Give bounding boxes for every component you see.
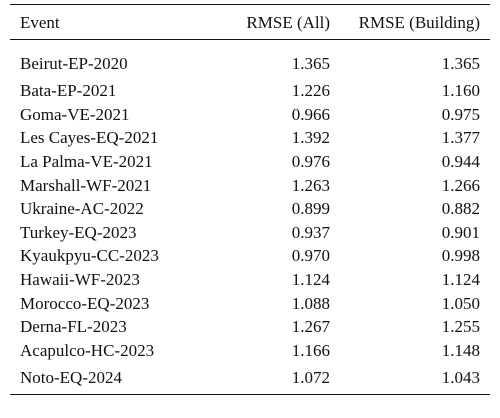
table-row: Bata-EP-2021 1.226 1.160	[10, 79, 490, 103]
rmse-all-cell: 1.072	[291, 367, 330, 387]
table-row: Kyaukpyu-CC-2023 0.970 0.998	[10, 244, 490, 268]
table-row: Les Cayes-EQ-2021 1.392 1.377	[10, 126, 490, 150]
rmse-all-cell: 1.392	[291, 128, 330, 148]
rmse-building-cell: 1.266	[441, 175, 480, 195]
rmse-all-cell: 1.365	[291, 54, 330, 73]
table-row: La Palma-VE-2021 0.976 0.944	[10, 150, 490, 174]
table-row: Hawaii-WF-2023 1.124 1.124	[10, 268, 490, 292]
rmse-all-cell: 1.088	[291, 293, 330, 313]
event-cell: La Palma-VE-2021	[20, 152, 153, 172]
rmse-all-cell: 1.124	[291, 270, 330, 290]
rmse-all-cell: 0.976	[291, 152, 330, 172]
rmse-building-cell: 1.255	[441, 317, 480, 337]
event-cell: Kyaukpyu-CC-2023	[20, 246, 159, 266]
event-cell: Beirut-EP-2020	[20, 54, 128, 73]
table-row: Marshall-WF-2021 1.263 1.266	[10, 173, 490, 197]
rmse-building-cell: 1.160	[441, 81, 480, 101]
rmse-all-cell: 0.937	[291, 222, 330, 242]
header-event: Event	[20, 12, 60, 32]
event-cell: Hawaii-WF-2023	[20, 270, 140, 290]
rmse-building-cell: 1.377	[441, 128, 480, 148]
event-cell: Ukraine-AC-2022	[20, 199, 144, 219]
table-header-row: Event RMSE (All) RMSE (Building)	[10, 4, 490, 40]
event-cell: Turkey-EQ-2023	[20, 222, 137, 242]
rmse-all-cell: 0.899	[291, 199, 330, 219]
table-row: Goma-VE-2021 0.966 0.975	[10, 103, 490, 127]
event-cell: Acapulco-HC-2023	[20, 340, 155, 360]
rmse-building-cell: 0.975	[441, 104, 480, 124]
table-row: Acapulco-HC-2023 1.166 1.148	[10, 339, 490, 363]
event-cell: Derna-FL-2023	[20, 317, 127, 337]
event-cell: Morocco-EQ-2023	[20, 293, 150, 313]
table-row: Ukraine-AC-2022 0.899 0.882	[10, 197, 490, 221]
header-rmse-all: RMSE (All)	[246, 12, 330, 32]
rmse-building-cell: 0.901	[441, 222, 480, 242]
event-cell: Les Cayes-EQ-2021	[20, 128, 159, 148]
event-cell: Bata-EP-2021	[20, 81, 117, 101]
table-row: Beirut-EP-2020 1.365 1.365	[10, 40, 490, 80]
event-cell: Goma-VE-2021	[20, 104, 130, 124]
table-row: Morocco-EQ-2023 1.088 1.050	[10, 291, 490, 315]
rmse-all-cell: 0.970	[291, 246, 330, 266]
rmse-building-cell: 1.148	[441, 340, 480, 360]
event-cell: Marshall-WF-2021	[20, 175, 152, 195]
event-cell: Noto-EQ-2024	[20, 367, 122, 387]
rmse-all-cell: 0.966	[291, 104, 330, 124]
table-row: Turkey-EQ-2023 0.937 0.901	[10, 221, 490, 245]
rmse-building-cell: 0.944	[441, 152, 480, 172]
rmse-all-cell: 1.263	[291, 175, 330, 195]
rmse-building-cell: 0.882	[441, 199, 480, 219]
rmse-building-cell: 1.043	[441, 367, 480, 387]
rmse-all-cell: 1.226	[291, 81, 330, 101]
rmse-building-cell: 1.050	[441, 293, 480, 313]
rmse-all-cell: 1.267	[291, 317, 330, 337]
rmse-building-cell: 0.998	[441, 246, 480, 266]
header-rmse-building: RMSE (Building)	[358, 12, 480, 32]
rmse-all-cell: 1.166	[291, 340, 330, 360]
table-row: Derna-FL-2023 1.267 1.255	[10, 315, 490, 339]
table-row: Noto-EQ-2024 1.072 1.043	[10, 362, 490, 395]
rmse-building-cell: 1.124	[441, 270, 480, 290]
rmse-table: Event RMSE (All) RMSE (Building) Beirut-…	[10, 4, 490, 395]
rmse-building-cell: 1.365	[441, 54, 480, 73]
table-body: Beirut-EP-2020 1.365 1.365 Bata-EP-2021 1.22…	[10, 40, 490, 395]
